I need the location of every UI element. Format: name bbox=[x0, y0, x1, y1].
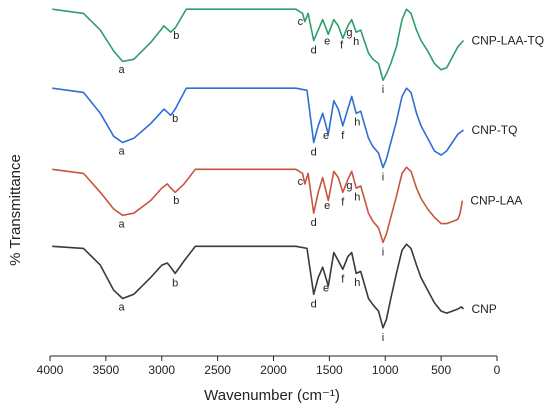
peak-label-b: b bbox=[173, 195, 179, 207]
x-axis-label: Wavenumber (cm⁻¹) bbox=[204, 387, 340, 404]
peak-label-a: a bbox=[118, 64, 125, 76]
x-tick-label: 3000 bbox=[148, 363, 175, 377]
peak-label-e: e bbox=[323, 130, 329, 142]
x-tick-label: 1500 bbox=[316, 363, 343, 377]
peak-label-f: f bbox=[340, 39, 344, 51]
peak-label-e: e bbox=[324, 200, 330, 212]
peak-label-e: e bbox=[323, 282, 329, 294]
x-axis: 4000 3500 3000 2500 2000 1500 1000 500 0 bbox=[37, 355, 501, 377]
peak-label-h: h bbox=[354, 192, 360, 204]
series-label-cnp-laa-tq: CNP-LAA-TQ bbox=[471, 34, 544, 48]
series-line-cnp-tq bbox=[52, 87, 464, 169]
peak-label-d: d bbox=[311, 147, 317, 159]
series-label-cnp: CNP bbox=[471, 302, 496, 316]
peak-label-a: a bbox=[118, 146, 125, 158]
series-label-layer: CNP-LAA-TQ CNP-TQ CNP-LAA CNP bbox=[470, 34, 544, 316]
peak-label-g: g bbox=[346, 27, 352, 39]
x-tick-label: 0 bbox=[494, 363, 501, 377]
peak-label-i: i bbox=[382, 246, 384, 258]
peak-label-a: a bbox=[118, 301, 125, 313]
peak-label-a: a bbox=[118, 218, 125, 230]
peak-label-d: d bbox=[311, 45, 317, 57]
peak-label-e: e bbox=[324, 35, 330, 47]
peak-label-b: b bbox=[173, 30, 179, 42]
peak-label-b: b bbox=[172, 113, 178, 125]
peak-label-h: h bbox=[353, 36, 359, 48]
peak-label-i: i bbox=[382, 84, 384, 96]
x-tick-label: 2500 bbox=[204, 363, 231, 377]
x-tick-label: 4000 bbox=[37, 363, 64, 377]
x-tick-label: 2000 bbox=[260, 363, 287, 377]
peak-label-g: g bbox=[346, 180, 352, 192]
peak-label-h: h bbox=[354, 117, 360, 129]
peak-label-f: f bbox=[341, 130, 345, 142]
peak-label-i: i bbox=[382, 172, 384, 184]
x-tick-label: 500 bbox=[431, 363, 451, 377]
series-line-cnp bbox=[52, 243, 465, 329]
peak-label-c: c bbox=[298, 16, 304, 28]
peak-label-i: i bbox=[382, 332, 384, 344]
series-label-cnp-laa: CNP-LAA bbox=[470, 194, 522, 208]
series-line-cnp-laa-tq bbox=[52, 8, 465, 81]
series-line-cnp-laa bbox=[52, 166, 464, 244]
peak-label-b: b bbox=[172, 277, 178, 289]
y-axis-label: % Transmittance bbox=[7, 154, 24, 266]
peak-label-d: d bbox=[311, 298, 317, 310]
x-tick-label: 1000 bbox=[372, 363, 399, 377]
peak-label-f: f bbox=[341, 273, 345, 285]
peak-label-c: c bbox=[298, 176, 304, 188]
peak-label-h: h bbox=[354, 277, 360, 289]
series-label-cnp-tq: CNP-TQ bbox=[471, 123, 517, 137]
x-tick-label: 3500 bbox=[93, 363, 120, 377]
peak-label-d: d bbox=[311, 217, 317, 229]
series-layer bbox=[52, 8, 465, 329]
peak-label-f: f bbox=[341, 196, 345, 208]
